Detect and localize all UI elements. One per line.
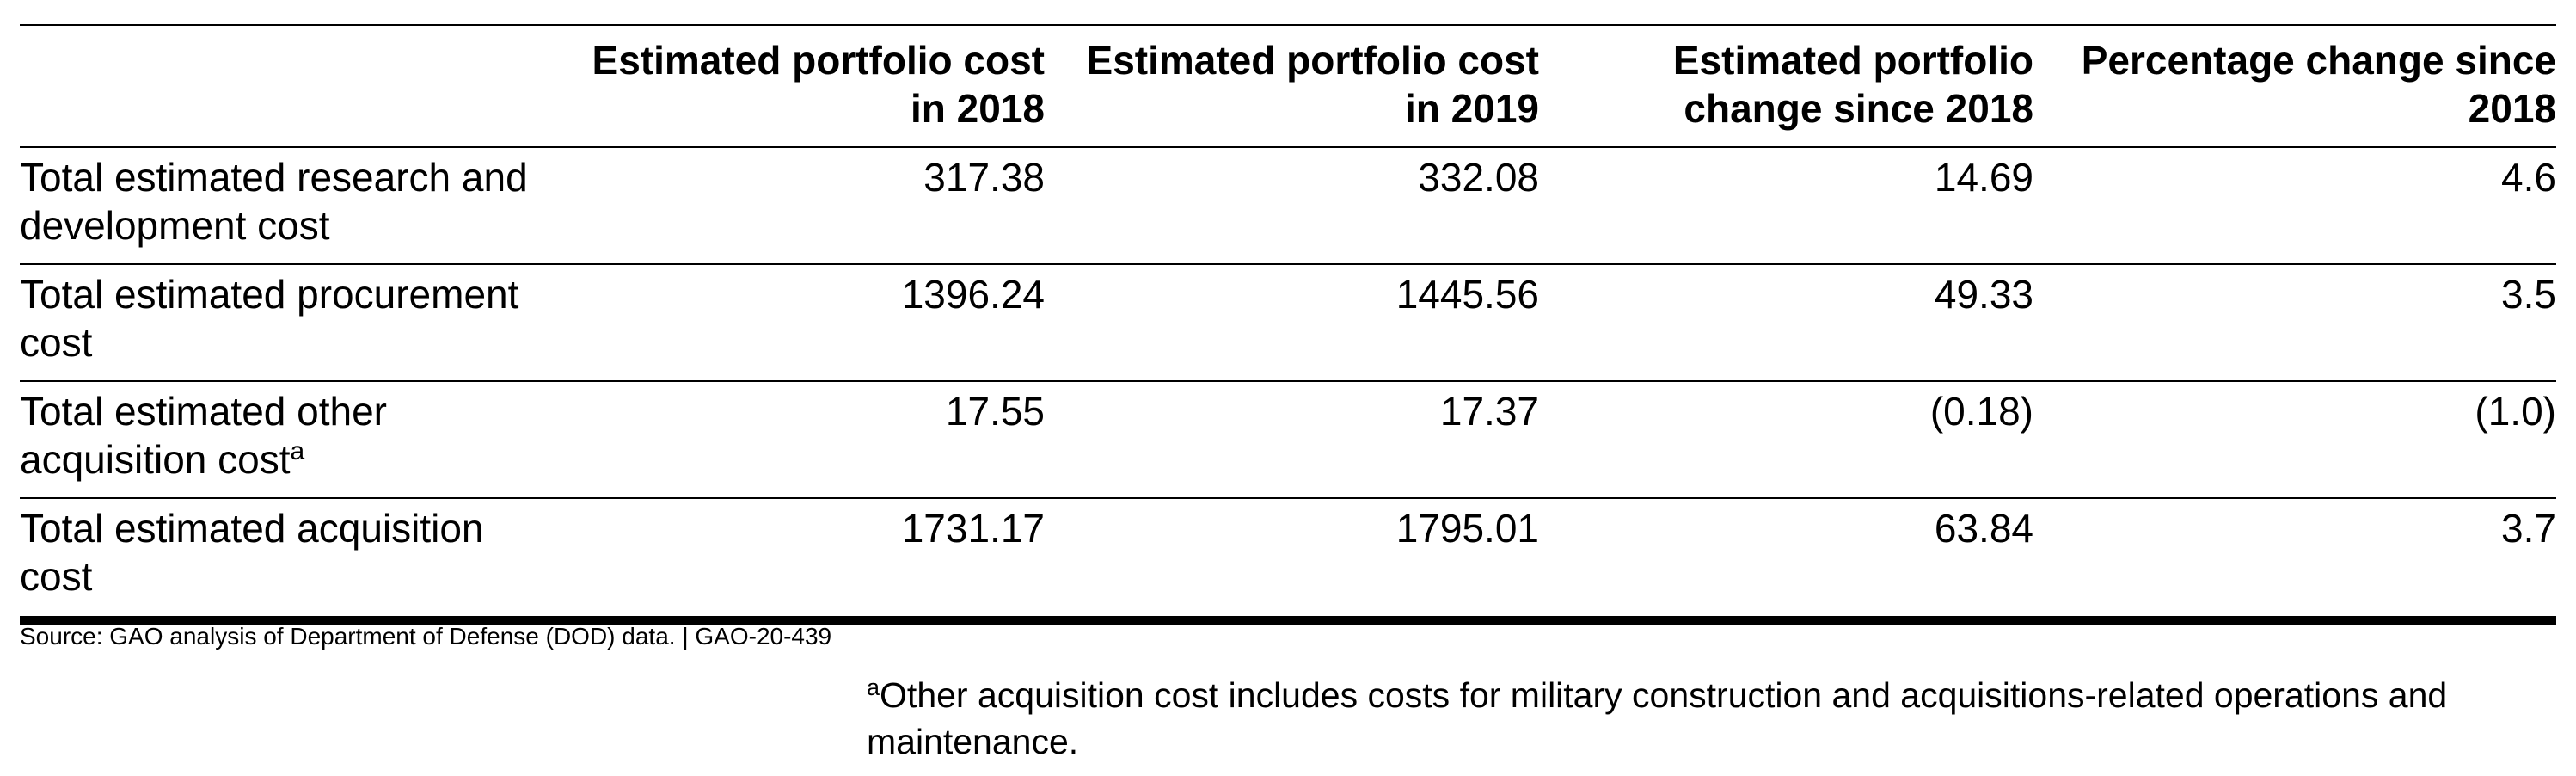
percentage-change-cell: (1.0) [2046, 381, 2556, 499]
footnote-marker: a [867, 674, 880, 700]
cost-2018-cell: 1396.24 [576, 264, 1058, 382]
header-cell-change-since-2018: Estimated portfolio change since 2018 [1552, 24, 2046, 148]
percentage-change-cell: 4.6 [2046, 147, 2556, 265]
row-label-text: Total estimated other acquisition cost [20, 389, 388, 482]
header-cell-cost-2018: Estimated portfolio cost in 2018 [576, 24, 1058, 148]
footnote-marker: a [290, 437, 305, 465]
header-cell-row-label [20, 24, 576, 148]
percentage-change-cell: 3.7 [2046, 498, 2556, 625]
change-cell: 49.33 [1552, 264, 2046, 382]
footnote: aOther acquisition cost includes costs f… [867, 672, 2552, 765]
change-cell: (0.18) [1552, 381, 2046, 499]
cost-2019-cell: 1445.56 [1058, 264, 1552, 382]
cost-table-container: Estimated portfolio cost in 2018 Estimat… [20, 24, 2556, 625]
row-label: Total estimated research and development… [20, 147, 576, 265]
change-cell: 63.84 [1552, 498, 2046, 625]
cost-2019-cell: 17.37 [1058, 381, 1552, 499]
row-label: Total estimated other acquisition costa [20, 381, 576, 499]
change-cell: 14.69 [1552, 147, 2046, 265]
table-row: Total estimated research and development… [20, 147, 2556, 265]
header-cell-percentage-change: Percentage change since 2018 [2046, 24, 2556, 148]
portfolio-cost-table: Estimated portfolio cost in 2018 Estimat… [20, 24, 2556, 625]
row-label: Total estimated procurement cost [20, 264, 576, 382]
row-label-text: Total estimated procurement cost [20, 272, 519, 365]
cost-2019-cell: 332.08 [1058, 147, 1552, 265]
table-row: Total estimated procurement cost 1396.24… [20, 264, 2556, 382]
cost-2019-cell: 1795.01 [1058, 498, 1552, 625]
table-row: Total estimated acquisition cost 1731.17… [20, 498, 2556, 625]
row-label-text: Total estimated research and development… [20, 155, 528, 248]
cost-2018-cell: 317.38 [576, 147, 1058, 265]
row-label: Total estimated acquisition cost [20, 498, 576, 625]
table-header-row: Estimated portfolio cost in 2018 Estimat… [20, 24, 2556, 148]
source-note: Source: GAO analysis of Department of De… [20, 623, 832, 650]
row-label-text: Total estimated acquisition cost [20, 506, 484, 599]
cost-2018-cell: 1731.17 [576, 498, 1058, 625]
cost-2018-cell: 17.55 [576, 381, 1058, 499]
header-cell-cost-2019: Estimated portfolio cost in 2019 [1058, 24, 1552, 148]
percentage-change-cell: 3.5 [2046, 264, 2556, 382]
footnote-text: Other acquisition cost includes costs fo… [867, 675, 2448, 761]
table-row: Total estimated other acquisition costa … [20, 381, 2556, 499]
